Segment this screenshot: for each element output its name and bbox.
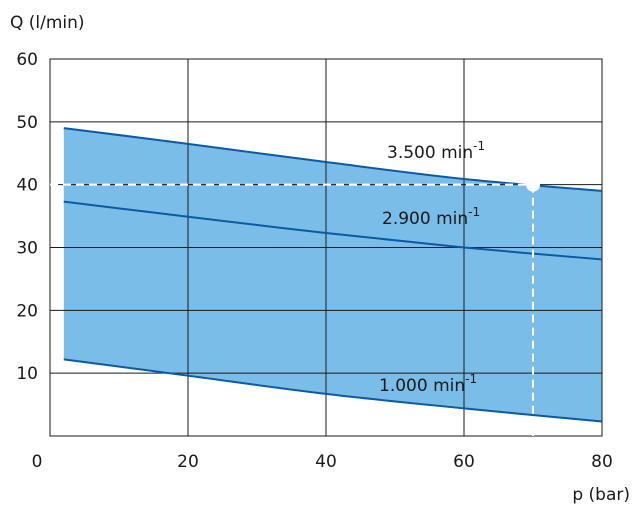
y-tick-label: 50 [16,113,38,133]
tick-labels: 0 20 40 60 80 10 20 30 40 50 60 [16,50,612,472]
x-tick-label: 20 [177,452,199,472]
operating-area-fill [63,128,603,422]
y-tick-label: 10 [16,364,38,384]
speed-curve-2 [63,358,603,423]
x-tick-label: 40 [315,452,337,472]
x-tick-label: 0 [32,452,43,472]
y-tick-label: 60 [16,50,38,70]
curve-label-2900: 2.900 min-1 [382,205,480,229]
operating-point-marker [526,177,540,192]
y-tick-label: 40 [16,176,38,196]
x-tick-label: 60 [453,452,475,472]
curve-label-3500: 3.500 min-1 [387,139,485,163]
speed-curve-0 [63,127,603,192]
operating-area [63,128,603,422]
y-tick-label: 30 [16,239,38,259]
y-tick-label: 20 [16,301,38,321]
y-axis-label: Q (l/min) [10,13,85,33]
curve-label-1000: 1.000 min-1 [379,372,477,396]
speed-curve-1 [63,200,603,261]
speed-curves [63,127,603,423]
x-axis-label: p (bar) [572,485,630,505]
grid [49,58,603,437]
x-tick-label: 80 [591,452,613,472]
reference-lines [50,177,540,436]
